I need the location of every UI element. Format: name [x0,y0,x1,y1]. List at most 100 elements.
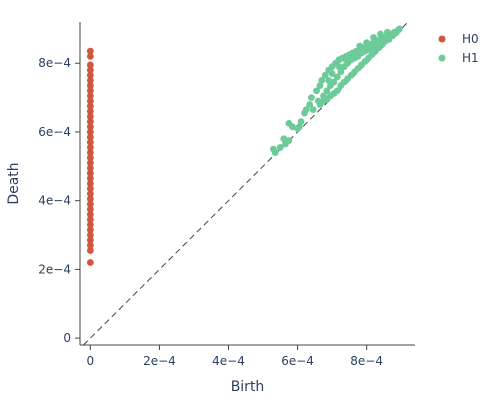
point-h0[interactable] [86,107,94,115]
y-axis-ticks: 0 2e−4 4e−4 6e−4 8e−4 [38,56,80,345]
point-h1[interactable] [321,71,329,79]
y-tick-label: 8e−4 [38,56,71,70]
point-h1[interactable] [288,123,296,131]
point-h1[interactable] [297,118,305,126]
legend-marker [438,54,446,62]
point-h0[interactable] [86,52,94,60]
point-h0[interactable] [86,221,94,229]
point-h1[interactable] [306,101,314,108]
point-h0[interactable] [86,71,94,79]
point-h0[interactable] [86,185,94,193]
point-h1[interactable] [383,28,391,36]
point-h1[interactable] [335,63,343,71]
point-h1[interactable] [337,68,345,76]
y-axis-title: Death [6,162,22,204]
point-h0[interactable] [86,144,94,151]
x-tick-label: 0 [87,354,95,368]
point-h0[interactable] [86,200,94,208]
point-h0[interactable] [86,87,94,95]
legend-label: H1 [462,51,479,65]
legend-item-h0[interactable]: H0 [438,32,479,46]
point-h0[interactable] [86,77,94,84]
point-h0[interactable] [86,149,94,156]
point-h0[interactable] [86,174,94,182]
point-h0[interactable] [86,133,94,141]
point-h0[interactable] [86,169,94,177]
point-h0[interactable] [86,66,94,74]
point-h0[interactable] [86,164,94,172]
point-h1[interactable] [316,82,324,89]
point-h1[interactable] [333,87,341,95]
x-tick-label: 6e−4 [281,354,314,368]
point-h1[interactable] [363,39,371,47]
series-layer [86,25,403,266]
point-h1[interactable] [307,94,315,101]
point-h0[interactable] [86,61,94,69]
point-h1[interactable] [328,70,336,77]
point-h0[interactable] [86,102,94,110]
point-h0[interactable] [86,231,94,239]
legend-item-h1[interactable]: H1 [438,51,479,65]
point-h0[interactable] [86,128,94,136]
y-tick-label: 2e−4 [38,262,71,276]
point-h0[interactable] [86,195,94,203]
series-h0 [86,47,94,266]
point-h1[interactable] [295,123,303,131]
point-h1[interactable] [280,135,288,143]
point-h1[interactable] [377,30,384,38]
point-h1[interactable] [396,25,403,33]
point-h0[interactable] [86,123,94,131]
point-h1[interactable] [349,52,357,60]
point-h0[interactable] [86,226,94,234]
point-h0[interactable] [86,138,94,146]
point-h1[interactable] [309,106,317,114]
plot-area[interactable] [80,22,415,345]
point-h1[interactable] [330,78,338,86]
point-h1[interactable] [318,77,326,84]
point-h1[interactable] [356,42,364,50]
point-h1[interactable] [382,35,390,43]
point-h0[interactable] [86,97,94,105]
point-h0[interactable] [86,190,94,198]
point-h0[interactable] [86,247,94,254]
legend-label: H0 [462,32,479,46]
legend-marker [438,35,446,43]
plot-background [80,22,415,345]
y-tick-label: 4e−4 [38,194,71,208]
x-tick-label: 2e−4 [143,354,176,368]
x-axis-title: Birth [231,379,265,395]
x-axis-ticks: 0 2e−4 4e−4 6e−4 8e−4 [87,345,383,368]
y-tick-label: 6e−4 [38,125,71,139]
point-h0[interactable] [86,236,94,244]
point-h1[interactable] [270,145,277,153]
point-h0[interactable] [86,205,94,213]
point-h0[interactable] [86,92,94,100]
point-h0[interactable] [86,241,94,249]
point-h1[interactable] [370,34,377,41]
point-h1[interactable] [276,144,284,151]
point-h1[interactable] [333,73,341,81]
point-h0[interactable] [86,159,94,167]
point-h1[interactable] [378,40,386,48]
point-h0[interactable] [86,154,94,162]
point-h0[interactable] [86,180,94,187]
x-tick-label: 8e−4 [350,354,383,368]
x-tick-label: 4e−4 [212,354,245,368]
point-h1[interactable] [285,137,293,144]
point-h1[interactable] [302,106,310,114]
point-h0[interactable] [86,82,94,89]
point-h1[interactable] [342,56,350,64]
point-h0[interactable] [86,113,94,120]
point-h1[interactable] [325,77,333,84]
point-h0[interactable] [86,216,94,223]
point-h0[interactable] [86,259,94,266]
point-h1[interactable] [323,87,331,95]
y-tick-label: 0 [63,331,71,345]
point-h1[interactable] [313,87,320,95]
point-h0[interactable] [86,118,94,126]
point-h0[interactable] [86,47,94,55]
point-h0[interactable] [86,211,94,218]
series-h1 [270,25,403,156]
